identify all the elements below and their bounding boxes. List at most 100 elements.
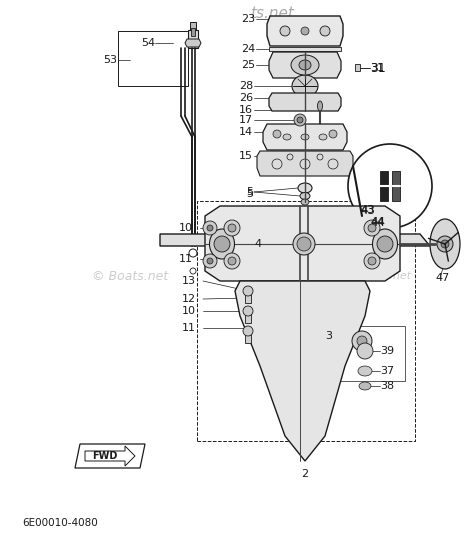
Circle shape — [243, 286, 253, 296]
Polygon shape — [269, 52, 341, 78]
Circle shape — [207, 225, 213, 231]
Bar — [392, 171, 400, 201]
Circle shape — [348, 144, 432, 228]
Circle shape — [368, 224, 376, 232]
Text: 31: 31 — [370, 62, 386, 74]
Polygon shape — [185, 39, 201, 47]
Bar — [188, 30, 198, 48]
Text: 54: 54 — [141, 38, 155, 48]
Circle shape — [228, 224, 236, 232]
Ellipse shape — [359, 382, 371, 390]
Text: 31: 31 — [370, 63, 384, 73]
Circle shape — [377, 236, 393, 252]
Circle shape — [214, 236, 230, 252]
Text: 23: 23 — [241, 14, 255, 24]
Text: 25: 25 — [241, 60, 255, 70]
Text: 6E00010-4080: 6E00010-4080 — [22, 518, 98, 528]
Text: 37: 37 — [380, 366, 394, 376]
Text: 11: 11 — [179, 254, 193, 264]
Ellipse shape — [210, 229, 235, 259]
Ellipse shape — [298, 183, 312, 193]
Text: 4: 4 — [254, 239, 261, 249]
Polygon shape — [269, 47, 341, 51]
Circle shape — [297, 237, 311, 251]
Text: 26: 26 — [239, 93, 253, 103]
Circle shape — [228, 257, 236, 265]
Text: © Boats.net: © Boats.net — [92, 270, 168, 282]
Text: 12: 12 — [182, 294, 196, 304]
Bar — [118, 31, 188, 86]
Ellipse shape — [299, 60, 311, 70]
Circle shape — [301, 27, 309, 35]
Circle shape — [280, 26, 290, 36]
Text: 28: 28 — [239, 81, 253, 91]
Text: 2: 2 — [301, 469, 309, 479]
Ellipse shape — [301, 134, 309, 140]
Text: 39: 39 — [380, 346, 394, 356]
Text: 11: 11 — [182, 323, 196, 333]
Text: 53: 53 — [103, 55, 117, 65]
Text: 38: 38 — [380, 381, 394, 391]
Text: 43: 43 — [360, 204, 375, 217]
Ellipse shape — [430, 219, 460, 269]
Circle shape — [273, 130, 281, 138]
Text: 3: 3 — [325, 331, 332, 341]
Circle shape — [243, 306, 253, 316]
Ellipse shape — [301, 199, 309, 205]
Ellipse shape — [292, 75, 318, 97]
Text: 10: 10 — [179, 223, 193, 233]
Bar — [245, 311, 251, 323]
Circle shape — [364, 253, 380, 269]
Text: 24: 24 — [241, 44, 255, 54]
Circle shape — [441, 240, 449, 248]
Text: 14: 14 — [239, 127, 253, 137]
Circle shape — [357, 336, 367, 346]
Bar — [380, 171, 388, 201]
Circle shape — [294, 114, 306, 126]
Circle shape — [320, 26, 330, 36]
Ellipse shape — [373, 229, 398, 259]
Text: 5: 5 — [246, 189, 253, 199]
Circle shape — [207, 258, 213, 264]
Polygon shape — [269, 93, 341, 111]
Circle shape — [203, 221, 217, 235]
Text: 47: 47 — [435, 273, 449, 283]
Text: 16: 16 — [239, 105, 253, 115]
Circle shape — [357, 343, 373, 359]
Circle shape — [297, 117, 303, 123]
Ellipse shape — [319, 134, 327, 140]
Circle shape — [329, 130, 337, 138]
Bar — [245, 291, 251, 303]
Circle shape — [224, 220, 240, 236]
Text: 44: 44 — [370, 216, 385, 228]
Text: ts.net: ts.net — [250, 6, 294, 21]
Bar — [355, 64, 360, 71]
Text: Boats.net: Boats.net — [359, 271, 412, 281]
Text: 43: 43 — [360, 205, 374, 215]
Text: 13: 13 — [182, 276, 196, 286]
Bar — [340, 326, 405, 381]
Bar — [190, 22, 196, 30]
Text: 17: 17 — [239, 115, 253, 125]
Bar — [245, 331, 251, 343]
Text: 10: 10 — [182, 306, 196, 316]
Text: 44: 44 — [370, 217, 384, 227]
Circle shape — [364, 220, 380, 236]
Ellipse shape — [291, 55, 319, 75]
Circle shape — [352, 331, 372, 351]
Polygon shape — [267, 16, 343, 46]
Polygon shape — [257, 151, 353, 176]
Bar — [191, 28, 195, 36]
Polygon shape — [235, 281, 370, 461]
Circle shape — [368, 257, 376, 265]
Polygon shape — [160, 234, 430, 246]
Ellipse shape — [283, 134, 291, 140]
Polygon shape — [263, 124, 347, 150]
Polygon shape — [205, 206, 400, 281]
Ellipse shape — [318, 101, 322, 111]
Ellipse shape — [300, 193, 310, 199]
Circle shape — [203, 254, 217, 268]
Circle shape — [224, 253, 240, 269]
Ellipse shape — [293, 233, 315, 255]
Text: 15: 15 — [239, 151, 253, 161]
